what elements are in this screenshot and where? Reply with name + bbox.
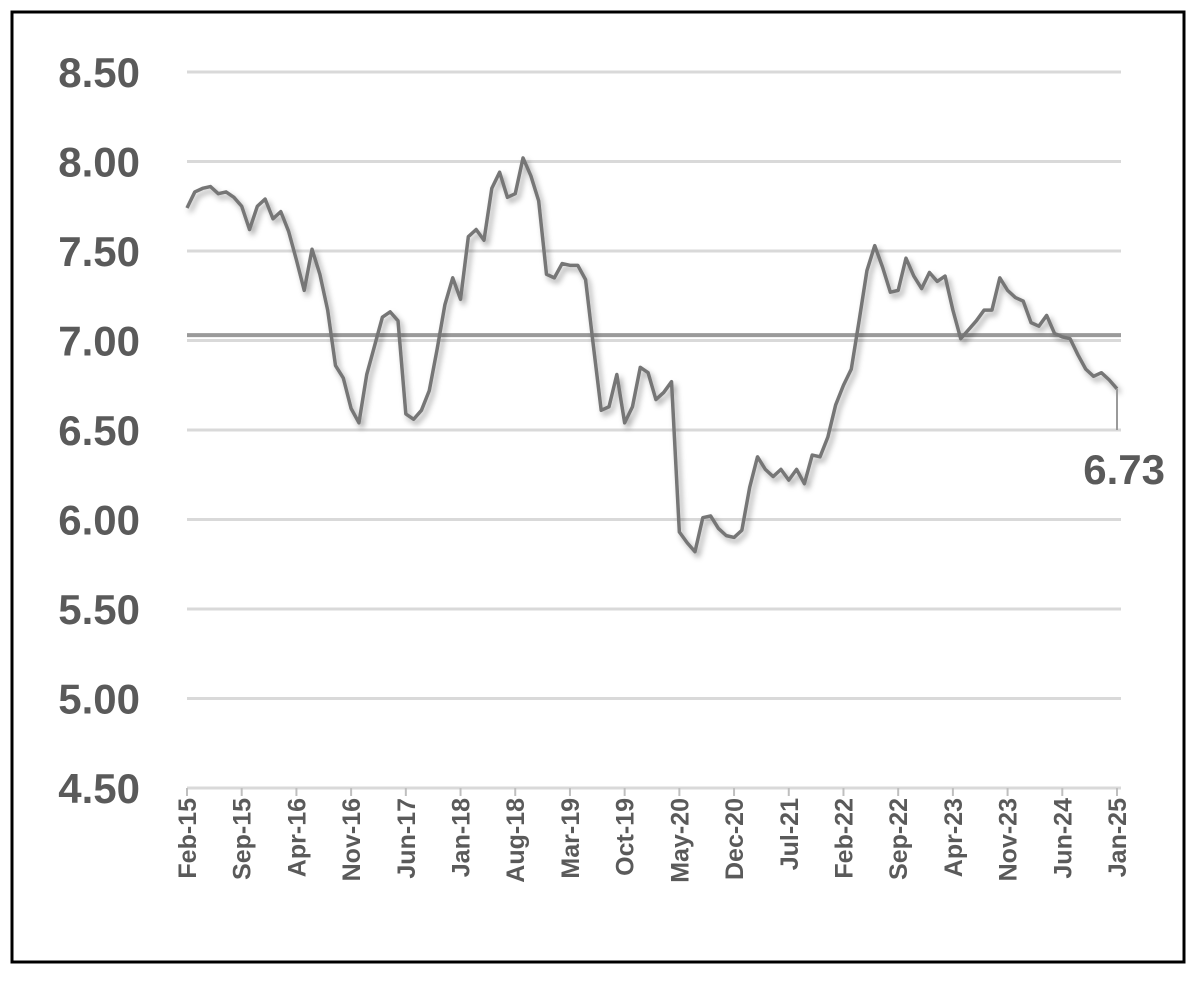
x-tick-label: Feb-15: [174, 798, 202, 879]
x-tick-label: Dec-20: [721, 798, 749, 880]
y-tick-label: 4.50: [58, 765, 140, 812]
y-tick-label: 7.50: [58, 228, 140, 275]
x-tick-label: Mar-19: [557, 798, 585, 879]
x-tick-label: Apr-23: [940, 798, 968, 877]
x-tick-label: Jun-24: [1049, 798, 1077, 879]
x-tick-label: Aug-18: [502, 798, 530, 883]
y-tick-label: 6.50: [58, 407, 140, 454]
y-tick-label: 7.00: [58, 318, 140, 365]
x-tick-label: Nov-16: [338, 798, 366, 881]
x-tick-label: May-20: [666, 798, 694, 883]
x-tick-label: Sep-15: [229, 798, 257, 880]
y-tick-label: 5.50: [58, 586, 140, 633]
x-tick-label: Nov-23: [995, 798, 1023, 881]
x-tick-label: Feb-22: [830, 798, 858, 879]
y-tick-label: 5.00: [58, 676, 140, 723]
frame: [10, 10, 1186, 964]
x-tick-label: Sep-22: [885, 798, 913, 880]
x-tick-label: Jul-21: [776, 798, 804, 870]
y-tick-label: 8.00: [58, 139, 140, 186]
x-tick-label: Jan-18: [448, 798, 476, 877]
y-tick-label: 8.50: [58, 49, 140, 96]
series-line: [185, 156, 1119, 554]
x-tick-label: Jun-17: [393, 798, 421, 879]
x-tick-label: Jan-25: [1104, 798, 1132, 877]
y-tick-label: 6.00: [58, 497, 140, 544]
x-tick-label: Apr-16: [283, 798, 311, 877]
x-tick-label: Oct-19: [612, 798, 640, 876]
data-label: 6.73: [1083, 446, 1165, 493]
